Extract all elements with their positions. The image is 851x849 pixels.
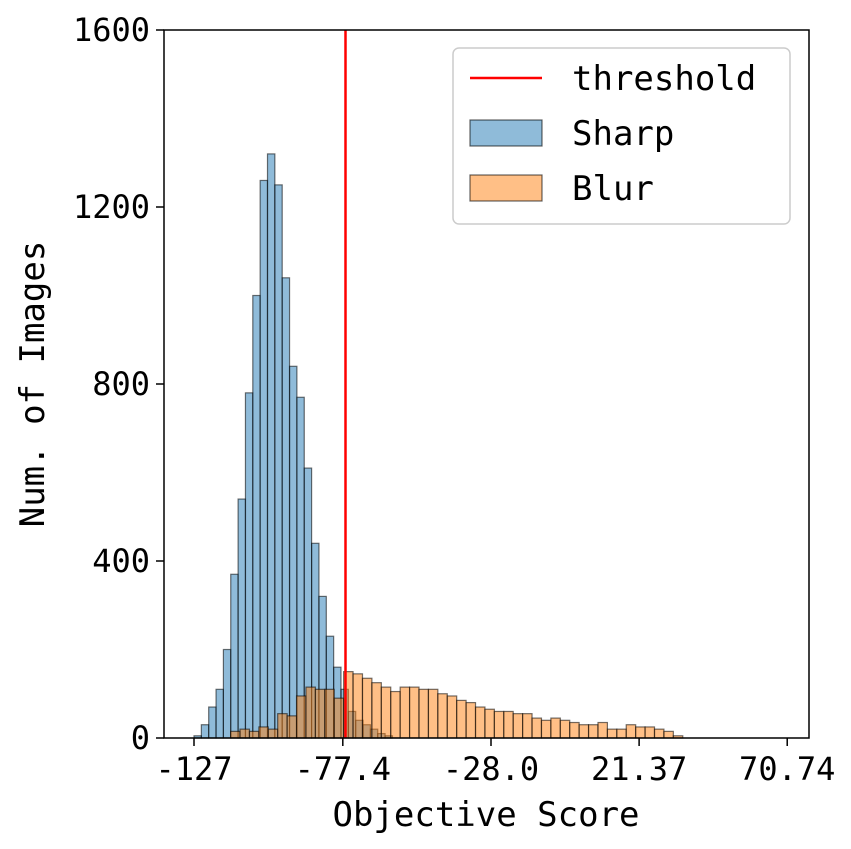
x-tick-label-3: 21.37 xyxy=(591,750,687,788)
legend-blur-label: Blur xyxy=(572,169,654,209)
blur-bar-8 xyxy=(305,686,316,739)
blur-bar-24 xyxy=(456,699,467,739)
blur-bar-16 xyxy=(380,686,392,739)
blur-bar-7 xyxy=(295,695,307,739)
sharp-bar-14 xyxy=(296,396,305,739)
blur-bar-43 xyxy=(635,726,646,739)
sharp-bar-7 xyxy=(244,392,254,739)
blur-bar-5 xyxy=(277,713,288,739)
y-tick-label-2: 800 xyxy=(92,365,150,403)
x-tick-label-1: -77.4 xyxy=(295,750,391,788)
legend-sharp-label: Sharp xyxy=(572,114,674,154)
blur-bar-0 xyxy=(230,730,241,739)
sharp-bar-2 xyxy=(208,706,217,739)
sharp-bar-6 xyxy=(237,498,247,739)
blur-bar-6 xyxy=(286,715,298,739)
sharp-bar-11 xyxy=(274,184,283,739)
blur-bar-29 xyxy=(503,710,514,739)
blur-bar-39 xyxy=(597,721,608,739)
blur-bar-34 xyxy=(550,717,561,739)
y-tick-label-4: 1600 xyxy=(73,11,150,49)
blur-bar-30 xyxy=(512,713,524,739)
blur-bar-21 xyxy=(427,688,439,739)
blur-bar-17 xyxy=(390,690,401,739)
blur-bar-2 xyxy=(248,730,260,739)
blur-bar-4 xyxy=(267,728,279,739)
blur-bar-15 xyxy=(371,682,382,739)
blur-bar-46 xyxy=(663,730,674,739)
blur-bar-41 xyxy=(616,728,627,739)
legend-sharp-swatch xyxy=(469,119,543,147)
y-axis-ticks: 0 400 800 1200 1600 xyxy=(73,11,164,757)
blur-bar-28 xyxy=(493,710,505,739)
x-tick-label-0: -127 xyxy=(155,750,232,788)
blur-bar-18 xyxy=(399,686,411,739)
sharp-bar-10 xyxy=(266,153,276,739)
blur-bar-11 xyxy=(333,697,345,739)
x-tick-label-4: 70.74 xyxy=(739,750,835,788)
legend-blur-swatch xyxy=(469,174,543,202)
blur-bar-25 xyxy=(465,701,477,739)
blur-bar-31 xyxy=(522,713,533,739)
blur-bar-45 xyxy=(653,728,665,739)
blur-bar-32 xyxy=(531,717,543,739)
sharp-bars-group xyxy=(193,153,394,739)
y-axis-label: Num. of Images xyxy=(13,241,53,528)
blur-bar-20 xyxy=(418,688,430,739)
blur-bar-10 xyxy=(324,688,335,739)
x-tick-label-2: -28.0 xyxy=(443,750,539,788)
blur-bar-1 xyxy=(239,728,251,739)
sharp-bar-13 xyxy=(288,365,298,739)
y-tick-label-1: 400 xyxy=(92,542,150,580)
blur-bar-9 xyxy=(314,688,326,739)
blur-bar-27 xyxy=(484,708,495,739)
blur-bar-3 xyxy=(258,726,269,739)
blur-bar-23 xyxy=(446,695,458,739)
x-axis-label: Objective Score xyxy=(332,795,639,835)
blur-bar-42 xyxy=(625,724,637,739)
y-tick-label-0: 0 xyxy=(131,719,150,757)
blur-bar-44 xyxy=(644,726,656,739)
blur-bar-26 xyxy=(474,706,486,739)
sharp-bar-3 xyxy=(215,688,225,739)
blur-bar-35 xyxy=(559,719,571,739)
legend: threshold Sharp Blur xyxy=(452,47,791,225)
blur-bar-36 xyxy=(569,721,580,739)
blur-bar-40 xyxy=(606,728,618,739)
sharp-bar-8 xyxy=(252,294,261,739)
blur-bar-38 xyxy=(587,724,599,739)
blur-bars-group xyxy=(230,671,684,739)
blur-bar-22 xyxy=(437,693,448,739)
y-tick-label-3: 1200 xyxy=(73,188,150,226)
x-axis-ticks: -127 -77.4 -28.0 21.37 70.74 xyxy=(155,738,835,788)
legend-threshold-label: threshold xyxy=(572,59,756,99)
sharp-bar-9 xyxy=(259,179,269,739)
blur-bar-19 xyxy=(408,686,420,739)
blur-bar-14 xyxy=(361,677,373,739)
sharp-bar-1 xyxy=(200,724,210,739)
blur-bar-37 xyxy=(578,724,590,739)
sharp-bar-4 xyxy=(222,648,232,739)
blur-bar-33 xyxy=(540,719,552,739)
sharp-bar-12 xyxy=(281,277,291,739)
sharp-bar-5 xyxy=(230,573,239,739)
blur-bar-13 xyxy=(352,673,364,739)
